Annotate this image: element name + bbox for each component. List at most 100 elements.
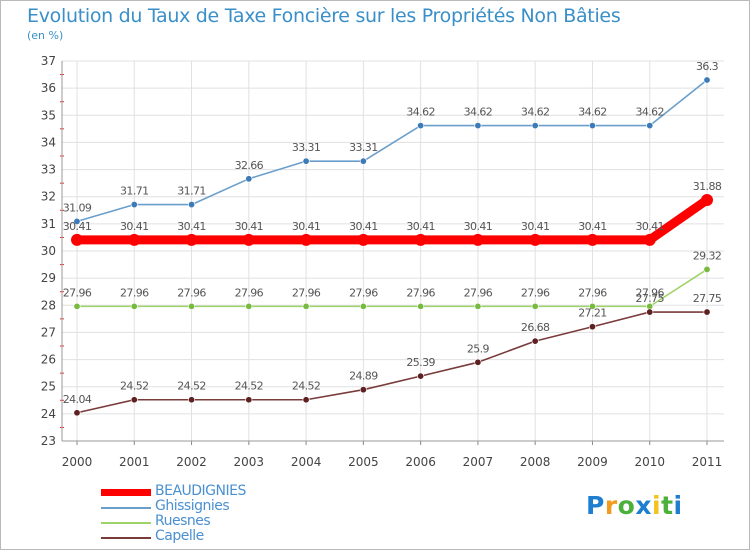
x-tick-label: 2008 bbox=[520, 455, 551, 469]
data-point-capelle bbox=[474, 358, 482, 366]
data-point-beaudignies bbox=[71, 233, 83, 246]
x-tick-label: 2005 bbox=[348, 455, 379, 469]
data-label-capelle: 25.9 bbox=[467, 342, 490, 355]
y-tick-label: 23 bbox=[41, 434, 56, 448]
logo-letter: r bbox=[604, 491, 618, 520]
logo-letter: P bbox=[586, 491, 605, 520]
data-label-beaudignies: 30.41 bbox=[120, 220, 149, 233]
data-point-ghissignies bbox=[646, 122, 654, 130]
data-point-capelle bbox=[73, 409, 81, 417]
data-point-capelle bbox=[417, 372, 425, 380]
data-label-ghissignies: 31.71 bbox=[120, 185, 149, 198]
data-label-capelle: 24.52 bbox=[235, 380, 264, 393]
data-point-capelle bbox=[646, 308, 654, 316]
data-point-beaudignies bbox=[414, 233, 427, 246]
data-label-beaudignies: 30.41 bbox=[63, 220, 92, 233]
data-point-beaudignies bbox=[300, 233, 313, 246]
x-tick-label: 2011 bbox=[692, 455, 723, 469]
series-line-ghissignies bbox=[76, 79, 708, 223]
data-point-beaudignies bbox=[357, 233, 370, 246]
data-label-ruesnes: 27.96 bbox=[292, 286, 321, 299]
y-tick-label: 34 bbox=[41, 135, 56, 149]
data-point-capelle bbox=[359, 386, 367, 394]
data-point-capelle bbox=[302, 396, 310, 404]
data-point-beaudignies bbox=[242, 233, 255, 246]
series-line-ruesnes bbox=[76, 268, 708, 308]
data-label-ruesnes: 27.96 bbox=[235, 286, 264, 299]
data-point-ruesnes bbox=[417, 302, 425, 310]
y-tick-label: 33 bbox=[41, 163, 56, 177]
data-label-beaudignies: 30.41 bbox=[464, 220, 493, 233]
data-point-ghissignies bbox=[73, 217, 81, 225]
legend-swatch bbox=[101, 489, 151, 496]
data-label-ruesnes: 27.96 bbox=[521, 286, 550, 299]
data-label-ghissignies: 36.3 bbox=[696, 60, 719, 73]
x-tick-label: 2001 bbox=[119, 455, 150, 469]
data-point-ruesnes bbox=[474, 302, 482, 310]
data-point-beaudignies bbox=[701, 193, 713, 206]
data-label-capelle: 24.52 bbox=[292, 380, 321, 393]
data-label-ghissignies: 34.62 bbox=[635, 106, 664, 119]
data-point-ghissignies bbox=[245, 175, 253, 183]
data-point-ruesnes bbox=[130, 302, 138, 310]
y-tick-label: 35 bbox=[41, 108, 56, 122]
x-tick-label: 2003 bbox=[234, 455, 265, 469]
data-point-ruesnes bbox=[188, 302, 196, 310]
data-point-ghissignies bbox=[188, 201, 196, 209]
data-point-beaudignies bbox=[185, 233, 198, 246]
data-label-beaudignies: 30.41 bbox=[406, 220, 435, 233]
y-tick-label: 29 bbox=[41, 271, 56, 285]
data-point-ruesnes bbox=[359, 302, 367, 310]
data-label-capelle: 27.21 bbox=[578, 307, 607, 320]
x-tick-label: 2004 bbox=[291, 455, 322, 469]
data-label-ghissignies: 34.62 bbox=[406, 106, 435, 119]
y-tick-label: 36 bbox=[41, 81, 56, 95]
x-tick-label: 2002 bbox=[176, 455, 207, 469]
y-tick-label: 28 bbox=[41, 298, 56, 312]
data-point-beaudignies bbox=[128, 233, 141, 246]
data-label-beaudignies: 30.41 bbox=[521, 220, 550, 233]
y-tick-label: 30 bbox=[41, 244, 56, 258]
data-label-beaudignies: 30.41 bbox=[578, 220, 607, 233]
data-label-beaudignies: 30.41 bbox=[635, 220, 664, 233]
data-label-ghissignies: 34.62 bbox=[578, 106, 607, 119]
series-line-capelle bbox=[76, 311, 708, 414]
data-label-ghissignies: 34.62 bbox=[464, 106, 493, 119]
data-point-capelle bbox=[130, 396, 138, 404]
data-point-beaudignies bbox=[529, 233, 542, 246]
data-label-beaudignies: 31.88 bbox=[693, 180, 722, 193]
logo-letter: t bbox=[661, 491, 674, 520]
data-label-capelle: 24.04 bbox=[63, 393, 92, 406]
y-tick-label: 37 bbox=[41, 54, 56, 68]
data-point-capelle bbox=[245, 396, 253, 404]
data-point-ghissignies bbox=[703, 76, 711, 84]
data-point-beaudignies bbox=[471, 233, 484, 246]
data-point-ghissignies bbox=[302, 157, 310, 165]
y-tick-label: 24 bbox=[41, 407, 56, 421]
data-point-ruesnes bbox=[245, 302, 253, 310]
y-tick-label: 27 bbox=[41, 325, 56, 339]
data-point-capelle bbox=[588, 323, 596, 331]
data-label-ruesnes: 27.96 bbox=[177, 286, 206, 299]
data-label-ghissignies: 31.71 bbox=[177, 185, 206, 198]
data-label-ruesnes: 27.96 bbox=[406, 286, 435, 299]
data-label-ghissignies: 33.31 bbox=[292, 141, 321, 154]
data-label-ruesnes: 29.32 bbox=[693, 249, 722, 262]
data-point-beaudignies bbox=[643, 233, 656, 246]
data-label-ruesnes: 27.96 bbox=[63, 286, 92, 299]
data-label-ruesnes: 27.96 bbox=[464, 286, 493, 299]
data-label-capelle: 24.52 bbox=[177, 380, 206, 393]
data-label-beaudignies: 30.41 bbox=[292, 220, 321, 233]
chart-title: Evolution du Taux de Taxe Foncière sur l… bbox=[27, 5, 621, 27]
data-label-ghissignies: 33.31 bbox=[349, 141, 378, 154]
data-label-ruesnes: 27.96 bbox=[349, 286, 378, 299]
legend-label: BEAUDIGNIES bbox=[155, 483, 246, 499]
data-label-beaudignies: 30.41 bbox=[349, 220, 378, 233]
x-tick-label: 2006 bbox=[405, 455, 436, 469]
y-tick-label: 32 bbox=[41, 190, 56, 204]
data-label-capelle: 25.39 bbox=[406, 356, 435, 369]
logo-letter: i bbox=[652, 491, 662, 520]
data-point-ghissignies bbox=[474, 122, 482, 130]
